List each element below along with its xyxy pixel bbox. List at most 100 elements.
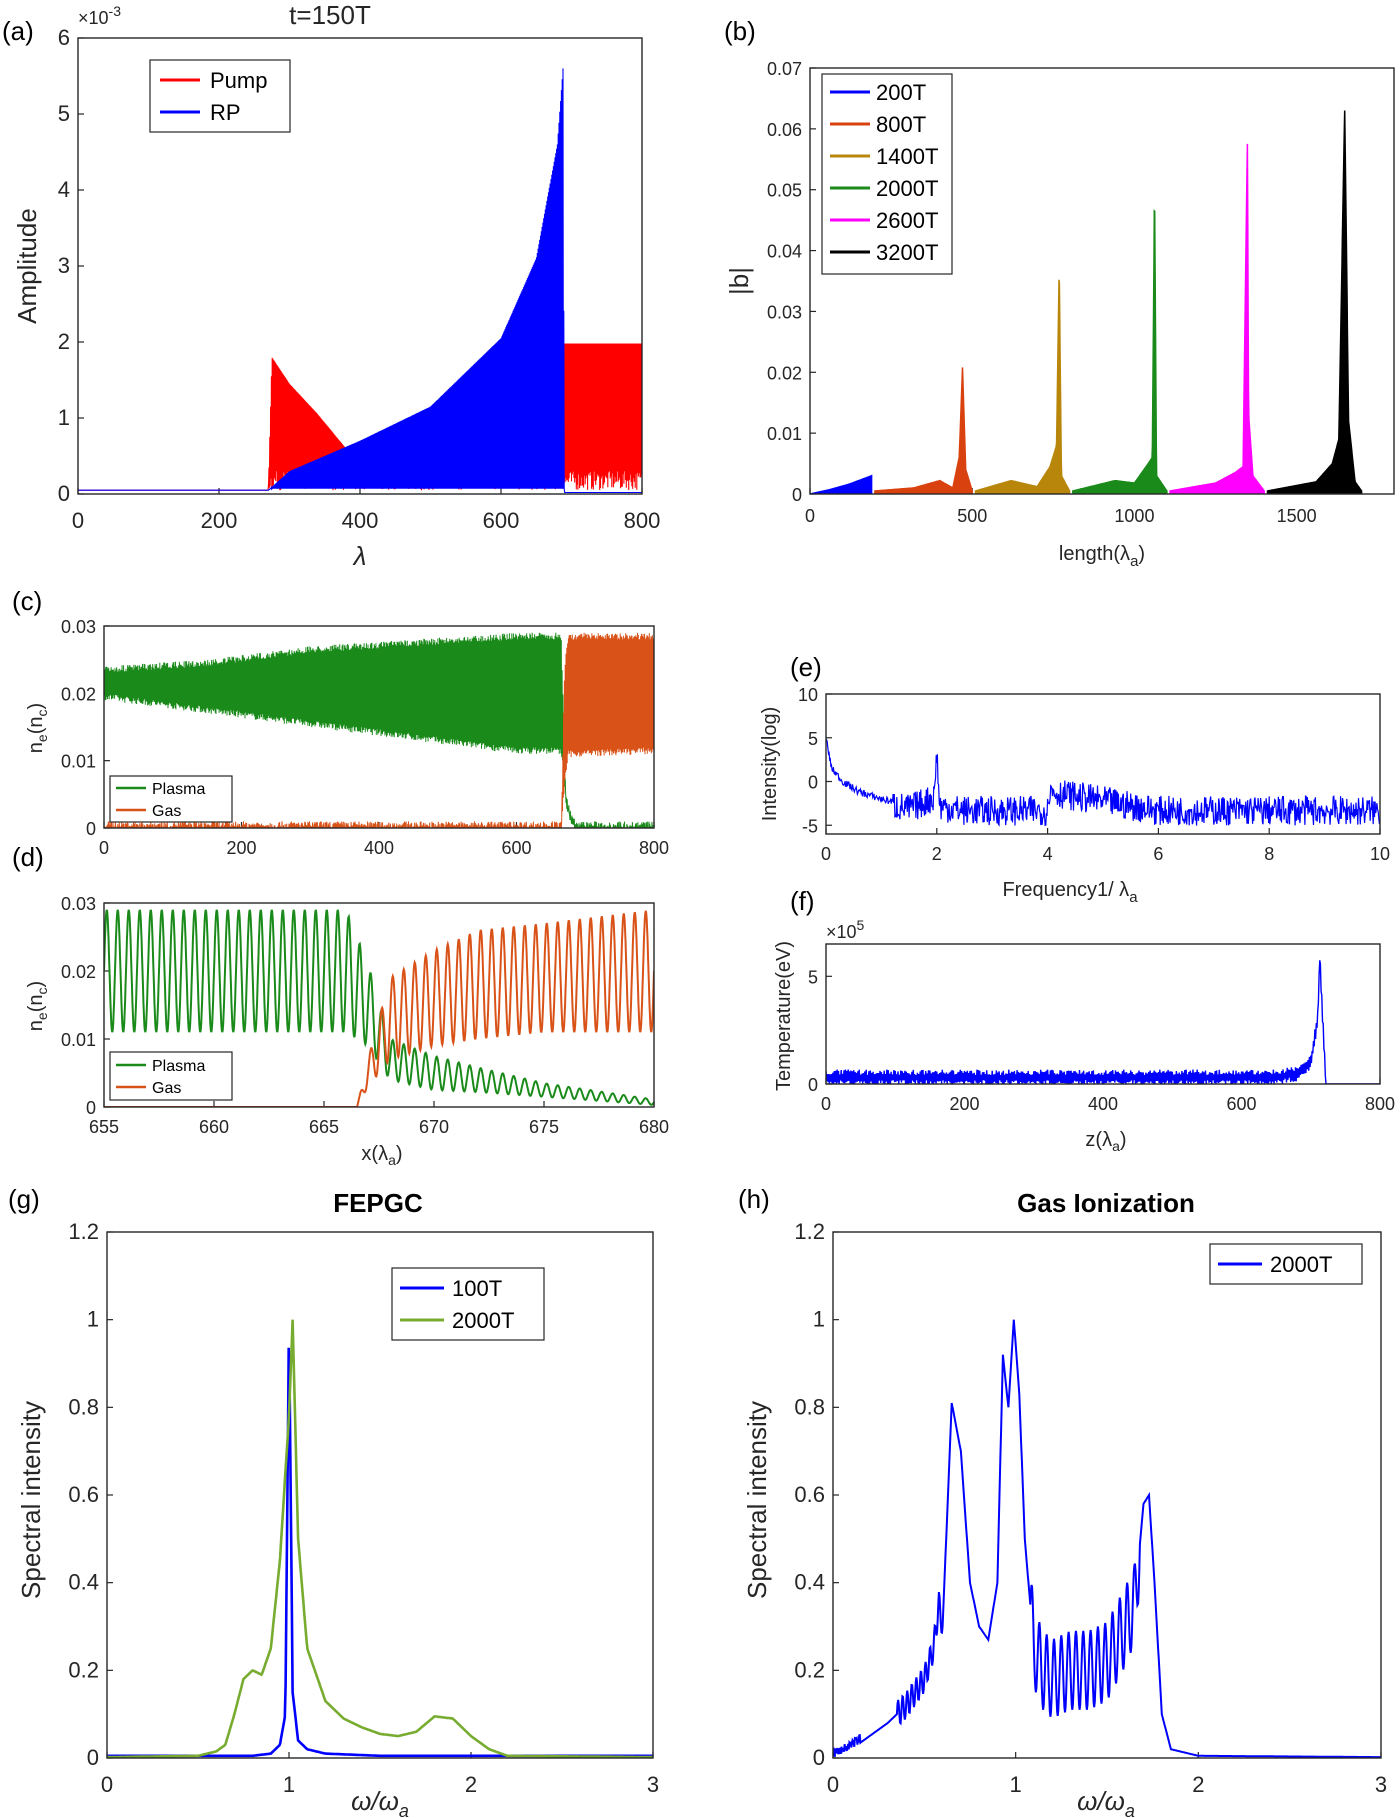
xtick-label: 675 (529, 1117, 559, 1137)
panel-h-ylabel: Spectral intensity (742, 1401, 772, 1599)
xtick-label: 3 (647, 1772, 659, 1797)
panel-c-ylabel: ne(nc) (25, 703, 50, 753)
panel-d-legend: Plasma Gas (109, 1051, 233, 1101)
series-h-2000t (833, 1319, 1381, 1758)
panel-c-plot: 0 200 400 600 800 0 0.01 0.02 0.03 (61, 617, 669, 858)
ytick-label: 1.2 (794, 1219, 825, 1244)
ytick-label: 0.03 (767, 302, 802, 322)
panel-f-plot: 0 200 400 600 800 0 5 (808, 960, 1395, 1114)
series-layer (104, 632, 654, 828)
xtick-label: 660 (199, 1117, 229, 1137)
ytick-label: 0.8 (68, 1394, 99, 1419)
xtick-label: 10 (1370, 844, 1390, 864)
xtick-label: 0 (72, 508, 84, 533)
ytick-label: 0.01 (61, 752, 96, 772)
panel-h-title: Gas Ionization (1017, 1188, 1195, 1218)
ytick-label: 0.6 (794, 1482, 825, 1507)
panel-a-title: t=150T (289, 0, 371, 30)
series-a-rp (78, 68, 642, 494)
ytick-label: 1 (813, 1307, 825, 1332)
ytick-label: 0.02 (61, 962, 96, 982)
xtick-label: 200 (201, 508, 238, 533)
legend-label-gas-d: Gas (152, 1080, 181, 1097)
series-c-gas (104, 632, 654, 828)
series-b-2600t (1169, 143, 1265, 494)
panel-d-label: (d) (12, 842, 44, 872)
legend-label-1400t: 1400T (876, 144, 938, 169)
xtick-label: 800 (624, 508, 661, 533)
panel-h-plot: 0 1 2 3 0 0.2 0.4 0.6 0.8 1 1.2 (794, 1219, 1387, 1797)
xtick-label: 2 (932, 844, 942, 864)
series-b-200t (810, 474, 873, 494)
panel-g-title: FEPGC (333, 1188, 423, 1218)
panel-e-axes-box (825, 693, 1381, 835)
panel-g-legend: 100T 2000T (391, 1267, 545, 1341)
panel-e-xlabel: Frequency1/ λa (1002, 879, 1138, 906)
panel-a-ylabel: Amplitude (12, 208, 42, 324)
ytick-label: 5 (58, 101, 70, 126)
ytick-label: 1.2 (68, 1219, 99, 1244)
legend-label-3200t: 3200T (876, 240, 938, 265)
panel-a-legend-box (149, 59, 291, 133)
xtick-label: 200 (949, 1094, 979, 1114)
panel-c: (c) 0 200 400 600 800 0 0.01 0.02 0.03 ne(nc) Pl… (12, 586, 669, 858)
panel-g-axes-box (106, 1231, 654, 1759)
xtick-label: 1500 (1277, 506, 1317, 526)
panel-b-ylabel: |b| (724, 267, 754, 295)
xtick-label: 800 (639, 838, 669, 858)
panel-c-legend-box (109, 775, 233, 823)
legend-label-rp: RP (210, 100, 241, 125)
series-b-2000t (1072, 209, 1168, 494)
series-f-main (826, 960, 1380, 1084)
xtick-label: 1000 (1114, 506, 1154, 526)
panel-d: (d) 655 660 665 670 675 680 0 0.01 0.02 0.03 ne(n… (12, 842, 669, 1168)
xtick-label: 0 (827, 1772, 839, 1797)
panel-f-axes-box (825, 943, 1381, 1085)
xtick-label: 3 (1375, 1772, 1387, 1797)
xtick-label: 680 (639, 1117, 669, 1137)
ytick-label: 0.04 (767, 242, 802, 262)
panel-g-xlabel: ω/ωa (351, 1786, 409, 1818)
panel-b-axes-box (809, 67, 1395, 495)
panel-a-legend: Pump RP (149, 59, 291, 133)
ytick-label: 0 (808, 773, 818, 793)
ytick-label: 2 (58, 329, 70, 354)
panel-h-xlabel: ω/ωa (1077, 1786, 1135, 1818)
xtick-label: 600 (501, 838, 531, 858)
ytick-label: 5 (808, 729, 818, 749)
series-c-plasma (104, 632, 654, 828)
legend-label-200t: 200T (876, 80, 926, 105)
series-b-800t (874, 367, 973, 494)
xtick-label: 665 (309, 1117, 339, 1137)
ytick-label: 0.2 (68, 1657, 99, 1682)
legend-label-plasma-c: Plasma (152, 781, 205, 798)
ytick-label: 0.6 (68, 1482, 99, 1507)
xtick-label: 4 (1043, 844, 1053, 864)
panel-d-ylabel: ne(nc) (25, 981, 50, 1031)
panel-b-plot: 0 500 1000 1500 0 0.01 0.02 0.03 0.04 0.05 0.06 0.0… (767, 59, 1363, 526)
ytick-label: 1 (58, 405, 70, 430)
panel-b-legend: 200T 800T 1400T 2000T 2600T 3200T (821, 73, 953, 275)
xtick-label: 800 (1365, 1094, 1395, 1114)
ytick-label: 0.8 (794, 1394, 825, 1419)
xtick-label: 0 (821, 844, 831, 864)
xtick-label: 0 (821, 1094, 831, 1114)
xtick-label: 400 (364, 838, 394, 858)
ytick-label: 0.05 (767, 181, 802, 201)
panel-h-legend: 2000T (1209, 1243, 1363, 1285)
panel-a-label: (a) (2, 16, 34, 46)
panel-a-plot: 0 200 400 600 800 0 1 2 3 4 5 6 (58, 25, 661, 533)
ytick-label: 0 (813, 1745, 825, 1770)
series-layer (107, 1319, 653, 1758)
ytick-label: 0.03 (61, 894, 96, 914)
panel-e-label: (e) (790, 652, 822, 682)
ytick-label: 0.2 (794, 1657, 825, 1682)
panel-b-xlabel: length(λa) (1059, 543, 1145, 570)
ytick-label: 0.02 (767, 363, 802, 383)
ytick-label: 0 (86, 1098, 96, 1118)
xtick-label: 655 (89, 1117, 119, 1137)
xtick-label: 2 (465, 1772, 477, 1797)
panel-f: (f) ×105 0 200 400 600 800 0 5 Temperature(eV)… (773, 886, 1395, 1154)
